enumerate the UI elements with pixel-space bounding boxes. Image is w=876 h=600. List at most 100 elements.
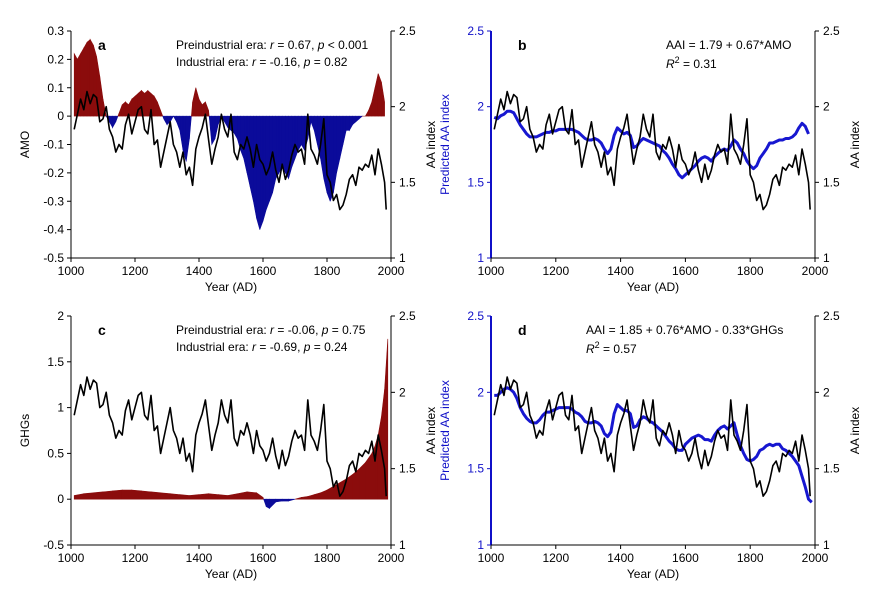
r-symbol: R (586, 342, 595, 356)
r-squared-label: R2 = 0.57 (586, 340, 637, 356)
r-squared-label: R2 = 0.31 (666, 55, 717, 71)
y2-tick-label: 1.5 (399, 175, 416, 189)
y-tick-label: 1.5 (467, 175, 484, 189)
area-positive-segment (208, 110, 210, 117)
area-positive-segment (121, 101, 126, 117)
x-tick-label: 1200 (542, 551, 569, 565)
area-positive-segment (371, 87, 376, 117)
y-tick-label: 0.5 (47, 446, 64, 460)
regression-equation: AAI = 1.79 + 0.67*AMO (666, 38, 791, 52)
annotation-line: Preindustrial era: r = 0.67, p < 0.001 (176, 38, 368, 52)
y-tick-label: 0 (57, 492, 64, 506)
area-positive-segment (86, 38, 91, 117)
area-positive-segment (237, 491, 248, 500)
area-negative-segment (310, 115, 315, 131)
area-negative-segment (115, 115, 119, 122)
y2-axis-title: AA index (424, 407, 438, 454)
area-negative-segment (349, 115, 353, 132)
y2-tick-label: 2 (399, 100, 406, 114)
y-tick-label: 1 (477, 251, 484, 265)
area-positive-segment (198, 97, 203, 117)
x-tick-label: 1000 (478, 551, 505, 565)
y-tick-label: 1.5 (467, 462, 484, 476)
annotation-part: r (252, 340, 257, 354)
predicted-aa-line (494, 386, 813, 504)
y2-tick-label: 1.5 (399, 462, 416, 476)
aa-index-line (73, 90, 387, 211)
area-positive-segment (307, 494, 315, 500)
x-tick-label: 1400 (607, 264, 634, 278)
y-tick-label: 2 (477, 100, 484, 114)
y-tick-label: 1 (477, 538, 484, 552)
area-negative-segment (342, 115, 347, 145)
annotation-part: = -0.06, (274, 323, 322, 337)
y2-tick-label: 1 (823, 251, 830, 265)
area-positive-segment (160, 492, 171, 500)
y2-tick-label: 2 (823, 385, 830, 399)
area-negative-segment (269, 498, 277, 510)
y2-tick-label: 1.5 (823, 175, 840, 189)
y-tick-label: -0.2 (43, 166, 64, 180)
area-negative-segment (333, 115, 337, 193)
x-tick-label: 1800 (314, 264, 341, 278)
area-positive-segment (195, 87, 200, 117)
regression-equation: AAI = 1.85 + 0.76*AMO - 0.33*GHGs (586, 323, 783, 337)
annotation-part: Preindustrial era: (176, 38, 270, 52)
area-positive-segment (128, 97, 133, 117)
area-positive-segment (169, 493, 181, 500)
area-positive-segment (301, 496, 309, 500)
area-positive-segment (192, 87, 197, 117)
panel-letter: d (518, 322, 527, 338)
area-negative-segment (352, 115, 357, 126)
y2-tick-label: 1 (823, 538, 830, 552)
area-positive-segment (358, 461, 366, 500)
area-negative-segment (189, 115, 192, 139)
area-positive-segment (112, 489, 123, 500)
x-tick-label: 2000 (378, 264, 405, 278)
area-positive-segment (102, 490, 113, 500)
y-tick-label: 0.3 (47, 24, 64, 38)
area-positive-segment (374, 73, 379, 117)
area-positive-segment (377, 73, 382, 117)
area-positive-segment (326, 485, 334, 500)
r-superscript: 2 (675, 55, 680, 65)
area-negative-segment (301, 115, 305, 152)
x-tick-label: 1600 (672, 551, 699, 565)
x-tick-label: 1000 (478, 264, 505, 278)
annotation-part: r (270, 38, 275, 52)
area-positive-segment (227, 493, 238, 500)
area-positive-segment (93, 491, 104, 500)
y2-tick-label: 1.5 (823, 462, 840, 476)
area-negative-segment (265, 498, 270, 509)
area-positive-segment (381, 389, 385, 500)
y2-tick-label: 2.5 (823, 309, 840, 323)
area-negative-segment (246, 115, 251, 188)
y-tick-label: 2 (57, 309, 64, 323)
area-positive-segment (364, 109, 369, 117)
panel-letter: b (518, 37, 527, 53)
area-positive-segment (99, 76, 104, 117)
panel-a: 1000 1200 1400 1600 1800 2000 -0.5 -0.4 -0.3 -0.2… (18, 24, 438, 294)
area-positive-segment (83, 492, 94, 500)
panel-c: 1000 1200 1400 1600 1800 2000 -0.5 0 0.5 1 1.5 2 1 1.… (18, 309, 438, 581)
y2-tick-label: 2.5 (823, 24, 840, 38)
annotation-part: p (321, 323, 329, 337)
area-negative-segment (345, 115, 350, 131)
y2-tick-label: 2 (399, 385, 406, 399)
y-tick-label: 0.2 (47, 52, 64, 66)
y2-tick-label: 1 (399, 251, 406, 265)
area-negative-segment (208, 115, 213, 145)
r-superscript: 2 (595, 340, 600, 350)
area-positive-segment (313, 492, 321, 500)
panel-b: 1000 1200 1400 1600 1800 200011.522.511.522.5… (438, 24, 862, 294)
x-tick-label: 1600 (672, 264, 699, 278)
y2-tick-label: 2.5 (399, 24, 416, 38)
x-tick-label: 1200 (122, 264, 149, 278)
area-positive-segment (153, 95, 158, 117)
area-positive-segment (189, 494, 200, 500)
annotation-part: p (303, 55, 311, 69)
area-positive-segment (294, 496, 302, 500)
panel-letter: a (98, 37, 106, 53)
area-negative-segment (275, 498, 283, 503)
